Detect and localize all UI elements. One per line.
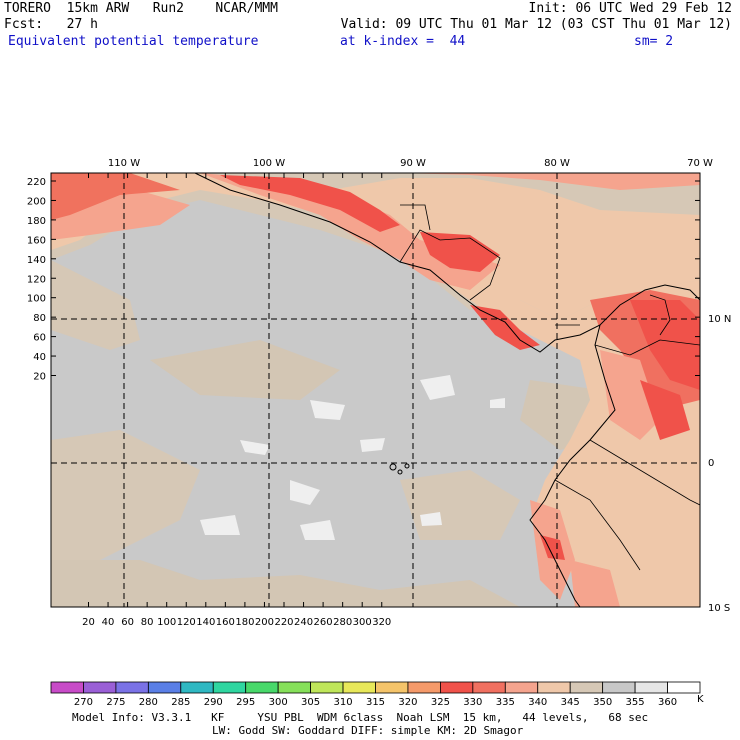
- colorbar-level-label: 340: [528, 697, 547, 708]
- colorbar-level-label: 305: [301, 697, 320, 708]
- colorbar-swatch: [439, 681, 474, 694]
- colorbar-swatch: [375, 681, 409, 694]
- x-tick-label: 20: [82, 617, 95, 628]
- colorbar-level-label: 350: [593, 697, 612, 708]
- init-time: Init: 06 UTC Wed 29 Feb 12: [528, 1, 733, 16]
- physics-info: LW: Godd SW: Goddard DIFF: simple KM: 2D…: [212, 724, 524, 737]
- x-tick-label: 160: [216, 617, 235, 628]
- colorbar-swatch: [310, 681, 344, 694]
- run-info: TORERO 15km ARW Run2 NCAR/MMM: [4, 1, 278, 16]
- y-tick-label: 180: [27, 216, 46, 227]
- colorbar-level-label: 310: [334, 697, 353, 708]
- forecast-hour: Fcst: 27 h: [4, 17, 98, 32]
- x-tick-label: 240: [294, 617, 313, 628]
- colorbar-swatch: [83, 681, 117, 694]
- x-tick-label: 320: [372, 617, 391, 628]
- x-tick-label: 280: [333, 617, 352, 628]
- x-tick-label: 120: [177, 617, 196, 628]
- field-name: Equivalent potential temperature: [8, 34, 259, 49]
- colorbar-swatch: [504, 681, 539, 694]
- x-axis: 20 40 60 80 100 120 140 160 180 200 220 240 260 280 30…: [82, 173, 391, 628]
- y-tick-label: 100: [27, 294, 46, 305]
- colorbar-swatch: [147, 681, 182, 694]
- colorbar-swatch: [569, 681, 604, 694]
- colorbar-level-label: 345: [561, 697, 580, 708]
- valid-time: Valid: 09 UTC Thu 01 Mar 12 (03 CST Thu …: [340, 17, 732, 32]
- lon-label: 90 W: [400, 158, 426, 169]
- colorbar-level-label: 335: [496, 697, 515, 708]
- y-tick-label: 160: [27, 235, 46, 246]
- colorbar-unit: K: [697, 694, 704, 705]
- colorbar-level-label: 270: [74, 697, 93, 708]
- colorbar-level-label: 275: [106, 697, 125, 708]
- lon-label: 80 W: [544, 158, 570, 169]
- colorbar-swatch: [245, 681, 279, 694]
- x-tick-label: 80: [141, 617, 154, 628]
- colorbar-swatch: [472, 681, 506, 694]
- lat-label: 10 N: [708, 314, 731, 325]
- x-tick-label: 200: [255, 617, 274, 628]
- colorbar-swatch: [407, 681, 441, 694]
- colorbar-swatch: [342, 681, 376, 694]
- x-tick-label: 140: [196, 617, 215, 628]
- x-tick-label: 100: [157, 617, 176, 628]
- y-tick-label: 200: [27, 196, 46, 207]
- y-axis: 220 200 180 160 140 120 100 80 60 40 20: [27, 177, 700, 383]
- lon-label: 100 W: [253, 158, 285, 169]
- lat-label: 10 S: [708, 603, 730, 614]
- colorbar-swatch: [602, 681, 636, 694]
- colorbar-swatch: [537, 681, 571, 694]
- y-tick-label: 20: [33, 372, 46, 383]
- colorbar: 270 275 280 285 290 295 300 305 310 315 320 325 330 3…: [50, 681, 701, 708]
- x-tick-label: 40: [102, 617, 115, 628]
- x-tick-label: 60: [121, 617, 134, 628]
- colorbar-swatch: [180, 681, 214, 694]
- colorbar-level-label: 325: [431, 697, 450, 708]
- colorbar-level-label: 300: [269, 697, 288, 708]
- colorbar-level-label: 320: [398, 697, 417, 708]
- colorbar-level-label: 360: [658, 697, 677, 708]
- colorbar-level-label: 290: [204, 697, 223, 708]
- y-tick-label: 40: [33, 352, 46, 363]
- x-tick-label: 260: [314, 617, 333, 628]
- x-tick-label: 300: [353, 617, 372, 628]
- colorbar-level-label: 315: [366, 697, 385, 708]
- y-tick-label: 220: [27, 177, 46, 188]
- x-tick-label: 220: [274, 617, 293, 628]
- lon-label: 70 W: [687, 158, 713, 169]
- level-text: at k-index = 44: [340, 34, 466, 49]
- colorbar-level-label: 280: [139, 697, 158, 708]
- colorbar-level-label: 285: [171, 697, 190, 708]
- theta-e-field: [51, 173, 700, 607]
- colorbar-swatch: [667, 681, 701, 694]
- colorbar-level-label: 295: [236, 697, 255, 708]
- colorbar-swatch: [634, 681, 668, 694]
- colorbar-swatch: [212, 681, 247, 694]
- map-frame: [50, 172, 701, 608]
- y-tick-label: 120: [27, 274, 46, 285]
- y-tick-label: 60: [33, 333, 46, 344]
- lon-label: 110 W: [108, 158, 140, 169]
- colorbar-level-label: 330: [463, 697, 482, 708]
- y-tick-label: 80: [33, 313, 46, 324]
- colorbar-level-label: 355: [626, 697, 645, 708]
- smoothing-text: sm= 2: [634, 34, 674, 49]
- lat-label: 0: [708, 458, 714, 469]
- colorbar-swatch: [277, 681, 311, 694]
- x-tick-label: 180: [235, 617, 254, 628]
- y-tick-label: 140: [27, 255, 46, 266]
- model-info: Model Info: V3.3.1 KF YSU PBL WDM 6class…: [72, 711, 649, 724]
- colorbar-swatch: [50, 681, 84, 694]
- colorbar-swatch: [115, 681, 149, 694]
